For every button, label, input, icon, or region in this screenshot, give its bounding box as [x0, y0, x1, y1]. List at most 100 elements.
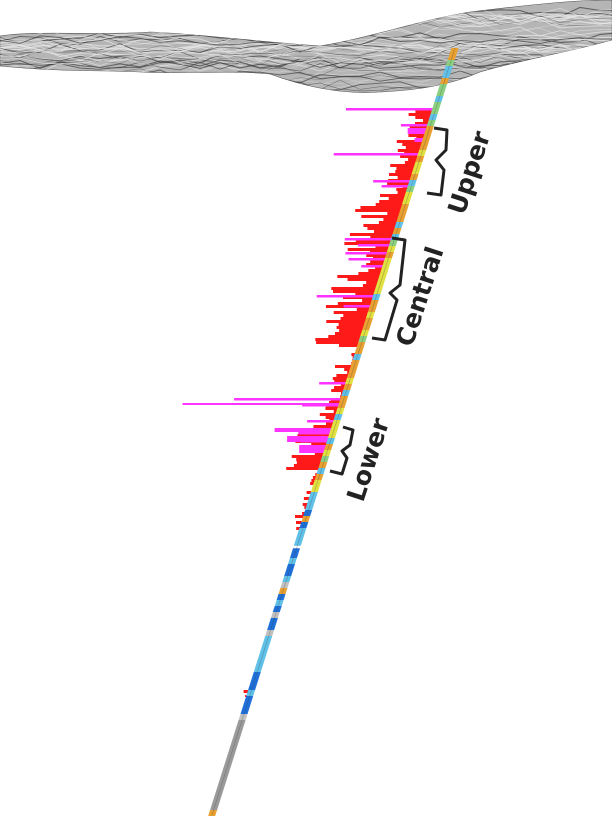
grade-bar	[423, 119, 433, 122]
core-segment	[269, 618, 278, 624]
core-segment	[232, 732, 242, 738]
terrain-surface	[0, 0, 612, 93]
core-segment	[415, 156, 425, 162]
grade-bar	[415, 116, 434, 119]
grade-bar	[306, 491, 315, 494]
core-segment	[422, 132, 432, 138]
terrain-texture-line	[0, 44, 612, 56]
core-segment	[310, 486, 320, 492]
zone-bracket-lower	[329, 425, 355, 476]
core-segment	[253, 666, 263, 672]
grade-bar	[302, 404, 343, 407]
core-segment	[419, 144, 429, 150]
core-segment	[333, 414, 343, 420]
core-segment	[326, 438, 335, 444]
grade-bar	[387, 182, 413, 185]
grade-bar	[415, 110, 436, 113]
core-segment	[377, 276, 387, 282]
grade-bar	[302, 503, 311, 506]
grade-bar	[375, 203, 406, 206]
terrain-texture-line	[0, 59, 612, 70]
terrain-texture-line	[0, 54, 612, 65]
grade-bar	[332, 377, 351, 380]
grade-bar	[339, 329, 366, 332]
core-segment	[213, 792, 223, 798]
core-segment	[219, 774, 229, 780]
core-segment	[354, 348, 364, 354]
core-segment	[297, 528, 307, 534]
grade-bar	[404, 161, 420, 164]
core-segment	[259, 648, 269, 654]
core-segment	[238, 714, 248, 720]
core-segment	[445, 60, 455, 66]
core-segment	[242, 702, 252, 708]
core-segment	[272, 606, 282, 612]
grade-bar	[334, 386, 348, 389]
grade-bar	[329, 401, 344, 404]
core-segment	[288, 558, 297, 564]
core-segment	[223, 762, 233, 768]
core-segment	[443, 66, 453, 72]
core-segment	[293, 540, 303, 546]
grade-bar	[390, 164, 419, 167]
grade-bar	[400, 124, 431, 127]
core-segment	[301, 516, 311, 522]
grade-bar	[325, 416, 339, 419]
grade-bar	[316, 341, 363, 344]
core-segment	[373, 288, 383, 294]
core-segment	[358, 336, 368, 342]
grade-bar	[334, 380, 350, 383]
core-segment	[381, 264, 391, 270]
core-segment	[320, 456, 330, 462]
grade-bar	[182, 403, 343, 405]
core-segment	[365, 312, 375, 318]
grade-bar	[355, 209, 404, 212]
core-segment	[295, 534, 305, 540]
core-segment	[282, 576, 292, 582]
grade-bar	[313, 425, 336, 428]
core-segment	[305, 504, 315, 510]
grade-bar	[307, 420, 338, 423]
core-segment	[367, 306, 377, 312]
core-segment	[240, 708, 250, 714]
grade-bar	[335, 365, 355, 368]
core-segment	[346, 372, 356, 378]
grade-bar	[415, 122, 432, 125]
core-segment	[250, 678, 259, 684]
grade-bar	[331, 389, 347, 392]
core-segment	[411, 168, 421, 174]
core-segment	[417, 150, 427, 156]
core-segment	[303, 510, 313, 516]
core-segment	[438, 84, 448, 90]
core-segment	[225, 756, 235, 762]
grade-bar	[337, 275, 384, 278]
grade-bar	[299, 445, 330, 453]
grade-bar	[362, 284, 381, 287]
grade-bar	[311, 443, 330, 446]
grade-bar	[296, 458, 326, 461]
core-segment	[276, 594, 286, 600]
grade-bar	[345, 252, 391, 255]
core-segment	[255, 660, 265, 666]
zone-label-central: Central	[390, 243, 449, 350]
core-segment	[384, 252, 394, 258]
grade-bar	[378, 221, 401, 224]
core-segment	[341, 390, 351, 396]
grade-bar	[361, 265, 387, 268]
core-segment	[409, 174, 419, 180]
core-segment	[388, 240, 398, 246]
grade-bar	[361, 215, 403, 218]
drill-core	[208, 47, 459, 816]
core-segment	[234, 726, 244, 732]
core-segment	[244, 696, 254, 702]
grade-bar	[336, 326, 367, 329]
core-segment	[345, 378, 354, 384]
core-segment	[329, 426, 339, 432]
terrain-texture-line	[0, 43, 612, 54]
terrain-texture-line	[0, 40, 612, 51]
grade-bar	[356, 308, 373, 311]
core-segment	[405, 186, 415, 192]
grade-bar	[315, 338, 364, 341]
core-segment	[263, 636, 273, 642]
grade-bar	[303, 497, 313, 500]
